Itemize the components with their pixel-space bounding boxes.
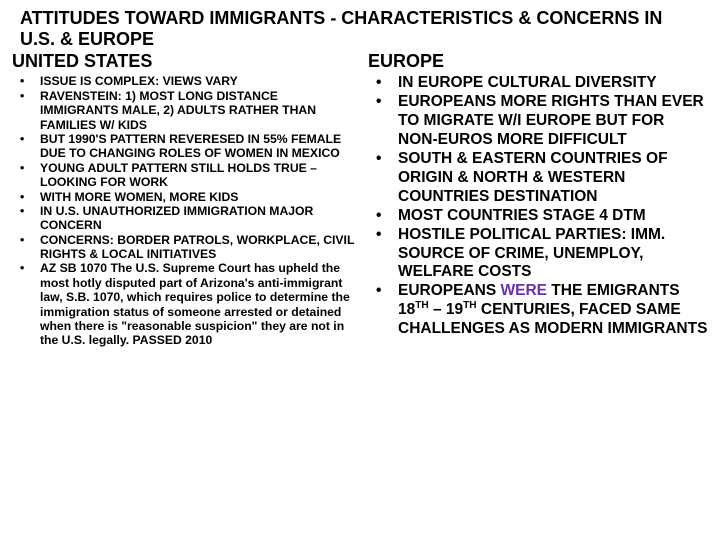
ordinal-sup: TH — [415, 300, 428, 311]
right-list: IN EUROPE CULTURAL DIVERSITY EUROPEANS M… — [366, 74, 708, 339]
list-item: BUT 1990'S PATTERN REVERESED IN 55% FEMA… — [16, 132, 356, 161]
list-item: IN U.S. UNAUTHORIZED IMMIGRATION MAJOR C… — [16, 204, 356, 233]
list-item: MOST COUNTRIES STAGE 4 DTM — [370, 207, 708, 226]
highlighted-were: WERE — [501, 282, 548, 299]
list-item: EUROPEANS WERE THE EMIGRANTS 18TH – 19TH… — [370, 282, 708, 339]
left-column: UNITED STATES ISSUE IS COMPLEX: VIEWS VA… — [12, 51, 360, 347]
text-part: EUROPEANS — [398, 282, 501, 299]
left-heading: UNITED STATES — [12, 51, 356, 72]
ordinal-sup: TH — [463, 300, 476, 311]
list-item: CONCERNS: BORDER PATROLS, WORKPLACE, CIV… — [16, 233, 356, 262]
list-item: YOUNG ADULT PATTERN STILL HOLDS TRUE – L… — [16, 161, 356, 190]
columns-wrap: UNITED STATES ISSUE IS COMPLEX: VIEWS VA… — [12, 51, 708, 347]
text-part: – 19 — [429, 301, 463, 318]
list-item: SOUTH & EASTERN COUNTRIES OF ORIGIN & NO… — [370, 150, 708, 207]
list-item: ISSUE IS COMPLEX: VIEWS VARY — [16, 74, 356, 88]
left-list: ISSUE IS COMPLEX: VIEWS VARY RAVENSTEIN:… — [12, 74, 356, 347]
slide-title: ATTITUDES TOWARD IMMIGRANTS - CHARACTERI… — [12, 8, 708, 49]
list-item: AZ SB 1070 The U.S. Supreme Court has up… — [16, 261, 356, 347]
list-item: IN EUROPE CULTURAL DIVERSITY — [370, 74, 708, 93]
list-item: WITH MORE WOMEN, MORE KIDS — [16, 190, 356, 204]
list-item: HOSTILE POLITICAL PARTIES: IMM. SOURCE O… — [370, 226, 708, 283]
list-item: EUROPEANS MORE RIGHTS THAN EVER TO MIGRA… — [370, 93, 708, 150]
right-column: EUROPE IN EUROPE CULTURAL DIVERSITY EURO… — [360, 51, 708, 347]
right-heading: EUROPE — [366, 51, 708, 72]
list-item: RAVENSTEIN: 1) MOST LONG DISTANCE IMMIGR… — [16, 89, 356, 132]
